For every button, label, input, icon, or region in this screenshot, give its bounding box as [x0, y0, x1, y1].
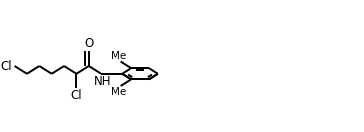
- Text: Me: Me: [111, 51, 126, 61]
- Text: Cl: Cl: [0, 60, 12, 72]
- Text: Cl: Cl: [71, 89, 82, 102]
- Text: O: O: [84, 37, 94, 50]
- Text: Me: Me: [111, 87, 126, 97]
- Text: NH: NH: [94, 75, 112, 88]
